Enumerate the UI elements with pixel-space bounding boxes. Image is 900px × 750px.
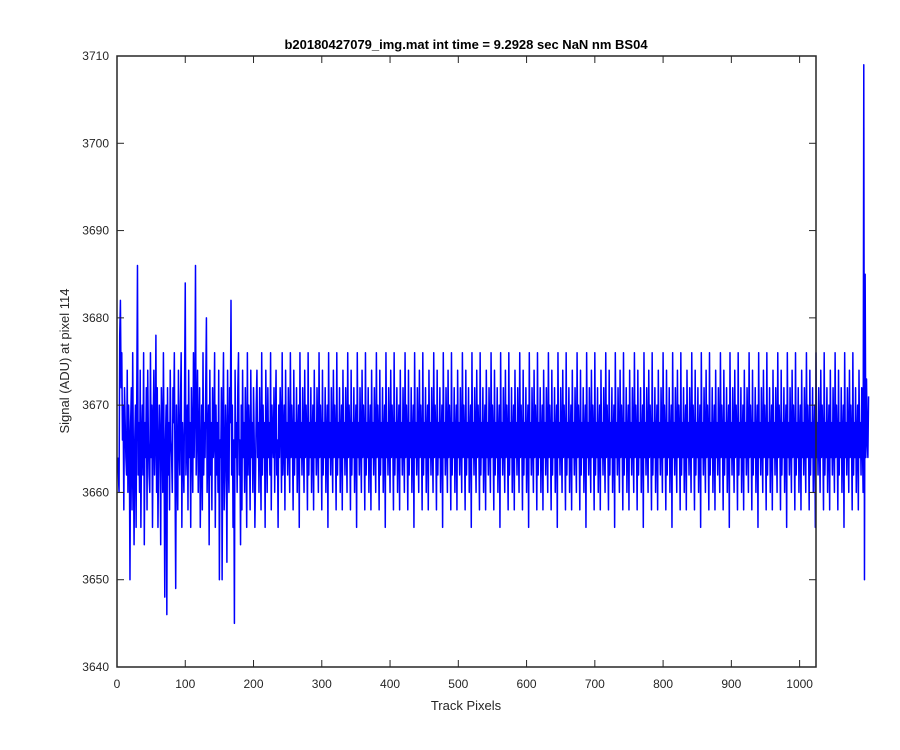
x-tick-label-700: 700 xyxy=(585,677,605,691)
plot-frame xyxy=(116,55,817,668)
x-tick-label-500: 500 xyxy=(448,677,468,691)
chart-title: b20180427079_img.mat int time = 9.2928 s… xyxy=(284,37,648,52)
y-tick-label-3660: 3660 xyxy=(82,485,109,499)
y-tick-label-3710: 3710 xyxy=(82,49,109,63)
series-layer xyxy=(116,63,870,625)
x-tick-label-100: 100 xyxy=(175,677,195,691)
x-tick-label-800: 800 xyxy=(653,677,673,691)
y-tick-label-3650: 3650 xyxy=(82,573,109,587)
y-tick-label-3670: 3670 xyxy=(82,398,109,412)
y-tick-label-3680: 3680 xyxy=(82,311,109,325)
x-tick-label-200: 200 xyxy=(244,677,264,691)
y-axis-label: Signal (ADU) at pixel 114 xyxy=(57,289,72,434)
x-tick-label-0: 0 xyxy=(114,677,121,691)
signal-series-line xyxy=(116,63,870,625)
x-tick-label-600: 600 xyxy=(517,677,537,691)
y-tick-label-3700: 3700 xyxy=(82,136,109,150)
y-tick-label-3690: 3690 xyxy=(82,224,109,238)
y-tick-label-3640: 3640 xyxy=(82,660,109,674)
x-tick-label-1000: 1000 xyxy=(786,677,813,691)
tick-labels-layer: 0 100 200 300 400 500 600 700 800 900 1000 3640 3650… xyxy=(82,49,813,691)
x-tick-label-400: 400 xyxy=(380,677,400,691)
x-tick-label-300: 300 xyxy=(312,677,332,691)
x-axis-label: Track Pixels xyxy=(431,698,502,713)
x-tick-label-900: 900 xyxy=(721,677,741,691)
